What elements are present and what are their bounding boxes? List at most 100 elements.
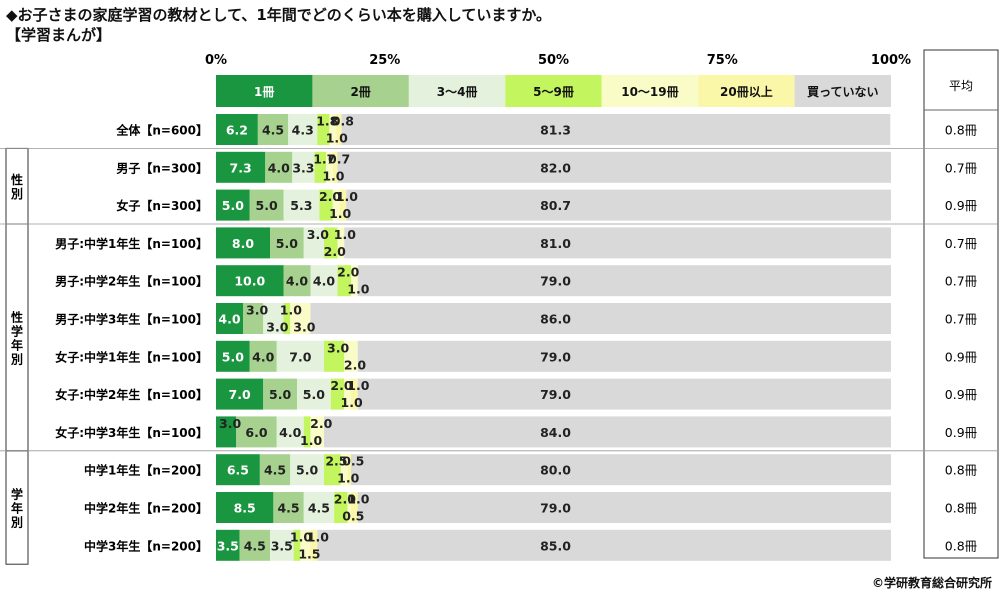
bar-segment — [344, 227, 891, 259]
bar-value-label: 0.5 — [342, 454, 364, 469]
bar-segment — [317, 529, 891, 561]
bar-segment — [344, 378, 351, 410]
bar-segment — [317, 114, 330, 145]
bar-segment — [303, 492, 335, 523]
bar-value-label: 79.0 — [540, 274, 571, 289]
bar-segment — [263, 378, 297, 410]
category-label: 男子【n=300】 — [116, 160, 208, 175]
bar-segment — [270, 529, 294, 561]
bar-segment — [357, 492, 891, 523]
category-label: 全体【n=600】 — [115, 123, 208, 138]
category-label: 中学3年生【n=200】 — [84, 538, 208, 553]
bar-value-label: 4.5 — [277, 501, 299, 516]
bar-segment — [347, 492, 351, 523]
bar-segment — [288, 114, 318, 145]
bar-segment — [340, 454, 348, 486]
x-tick-label: 100% — [871, 53, 911, 68]
bar-segment — [300, 529, 311, 561]
average-value: 0.8冊 — [945, 501, 978, 516]
bar-value-label: 7.0 — [289, 349, 311, 364]
bar-segment — [310, 303, 891, 334]
legend-swatch — [312, 75, 409, 107]
bar-value-label: 1.0 — [280, 303, 302, 318]
bar-segment — [310, 265, 338, 297]
bar-value-label: 1.0 — [341, 395, 363, 410]
bar-value-label: 4.5 — [308, 501, 330, 516]
bar-value-label: 6.5 — [227, 463, 249, 478]
average-value: 0.8冊 — [945, 123, 978, 138]
bar-segment — [283, 265, 311, 297]
bar-value-label: 1.0 — [290, 529, 312, 544]
bar-value-label: 4.0 — [218, 312, 240, 327]
category-label: 男子:中学2年生【n=100】 — [55, 274, 208, 289]
bar-value-label: 82.0 — [540, 160, 571, 175]
bar-segment — [216, 265, 284, 297]
bar-segment — [276, 340, 324, 372]
bar-segment — [324, 227, 338, 259]
bar-segment — [263, 303, 284, 334]
bar-segment — [351, 265, 358, 297]
bar-segment — [303, 227, 324, 259]
category-label: 中学2年生【n=200】 — [84, 501, 208, 516]
bar-segment — [314, 151, 327, 183]
bar-value-label: 1.0 — [326, 131, 348, 146]
bar-segment — [347, 454, 351, 486]
bar-value-label: 2.0 — [334, 492, 356, 507]
bar-value-label: 5.0 — [269, 387, 291, 402]
average-header: 平均 — [949, 79, 973, 93]
chart-subtitle: 【学習まんが】 — [6, 26, 112, 44]
bar-value-label: 79.0 — [540, 501, 571, 516]
bar-segment — [332, 189, 340, 221]
bar-value-label: 5.0 — [222, 349, 244, 364]
bar-value-label: 0.8 — [332, 114, 354, 129]
legend-swatch — [505, 75, 602, 107]
bar-value-label: 2.0 — [310, 416, 332, 431]
bar-value-label: 5.3 — [290, 198, 312, 213]
bar-value-label: 4.0 — [279, 425, 301, 440]
bar-value-label: 4.5 — [262, 123, 284, 138]
bar-value-label: 86.0 — [540, 312, 571, 327]
legend-label: 買っていない — [807, 85, 878, 99]
bar-segment — [346, 189, 891, 221]
bar-value-label: 1.0 — [347, 492, 369, 507]
bar-value-label: 3.5 — [217, 538, 239, 553]
bar-value-label: 1.5 — [298, 546, 320, 561]
bar-value-label: 8.0 — [232, 236, 254, 251]
average-value: 0.7冊 — [945, 312, 978, 327]
bar-segment — [216, 378, 264, 410]
bar-segment — [337, 265, 351, 297]
average-value: 0.7冊 — [945, 236, 978, 251]
x-tick-label: 50% — [538, 53, 569, 68]
bar-value-label: 81.3 — [540, 123, 571, 138]
bar-value-label: 81.0 — [540, 236, 571, 251]
bar-segment — [270, 227, 304, 259]
average-value: 0.7冊 — [945, 274, 978, 289]
bar-segment — [216, 189, 250, 221]
bar-value-label: 4.3 — [292, 123, 314, 138]
bar-segment — [292, 151, 315, 183]
bar-segment — [216, 454, 260, 486]
bar-value-label: 6.0 — [245, 425, 267, 440]
group-label: 学 — [11, 323, 23, 338]
bar-value-label: 80.7 — [540, 198, 571, 213]
bar-value-label: 1.7 — [313, 151, 335, 166]
bar-segment — [329, 114, 337, 145]
bar-value-label: 1.0 — [300, 433, 322, 448]
bar-segment — [341, 114, 891, 145]
bar-value-label: 80.0 — [540, 463, 571, 478]
bar-value-label: 4.0 — [252, 349, 274, 364]
bar-segment — [216, 492, 274, 523]
average-value: 0.9冊 — [945, 425, 978, 440]
bar-segment — [297, 378, 331, 410]
group-label: 別 — [10, 516, 23, 530]
bar-value-label: 5.0 — [303, 387, 325, 402]
bar-segment — [243, 303, 264, 334]
bar-segment — [357, 265, 891, 297]
bar-value-label: 1.0 — [347, 282, 369, 297]
bar-value-label: 4.0 — [268, 160, 290, 175]
average-value: 0.9冊 — [945, 387, 978, 402]
bar-value-label: 6.2 — [226, 123, 248, 138]
bar-value-label: 2.0 — [337, 265, 359, 280]
category-label: 女子:中学1年生【n=100】 — [55, 349, 208, 364]
